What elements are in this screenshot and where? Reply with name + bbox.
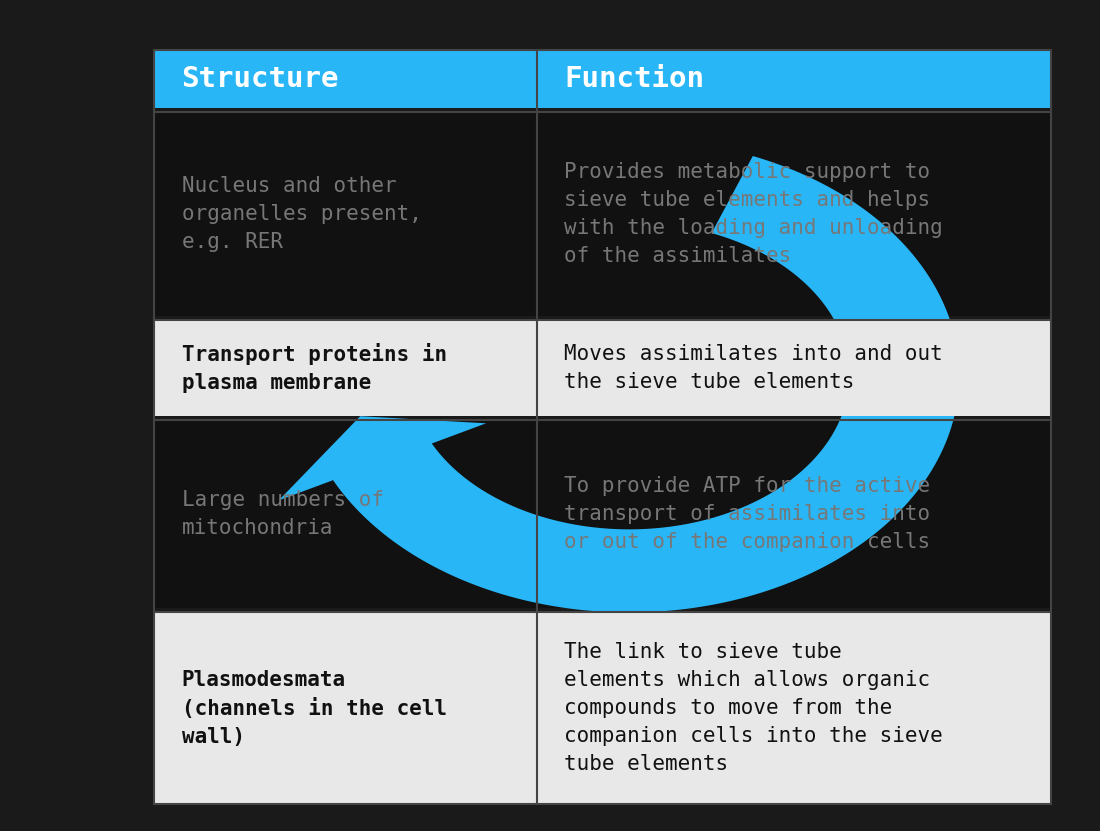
Bar (154, 50, 537, 108)
Text: Function: Function (564, 65, 704, 93)
Bar (154, 612, 537, 804)
Text: Moves assimilates into and out
the sieve tube elements: Moves assimilates into and out the sieve… (564, 344, 943, 391)
Text: Large numbers of
mitochondria: Large numbers of mitochondria (182, 490, 384, 538)
Text: Nucleus and other
organelles present,
e.g. RER: Nucleus and other organelles present, e.… (182, 176, 421, 252)
Bar (537, 420, 1050, 608)
Text: Transport proteins in
plasma membrane: Transport proteins in plasma membrane (182, 342, 447, 393)
Bar (537, 50, 1050, 108)
Bar (154, 612, 537, 804)
Bar (537, 50, 1050, 108)
Bar (537, 320, 1050, 416)
Bar (537, 320, 1050, 416)
Text: Structure: Structure (182, 65, 339, 93)
Bar (537, 612, 1050, 804)
Bar (154, 112, 537, 316)
Polygon shape (278, 156, 959, 612)
Bar (537, 112, 1050, 316)
Text: To provide ATP for the active
transport of assimilates into
or out of the compan: To provide ATP for the active transport … (564, 476, 931, 552)
Bar (154, 320, 537, 416)
Bar (154, 420, 537, 608)
Text: Plasmodesmata
(channels in the cell
wall): Plasmodesmata (channels in the cell wall… (182, 670, 447, 747)
Bar (154, 320, 537, 416)
Bar (537, 612, 1050, 804)
Bar (154, 50, 537, 108)
Text: Provides metabolic support to
sieve tube elements and helps
with the loading and: Provides metabolic support to sieve tube… (564, 162, 943, 266)
Text: The link to sieve tube
elements which allows organic
compounds to move from the
: The link to sieve tube elements which al… (564, 642, 943, 774)
